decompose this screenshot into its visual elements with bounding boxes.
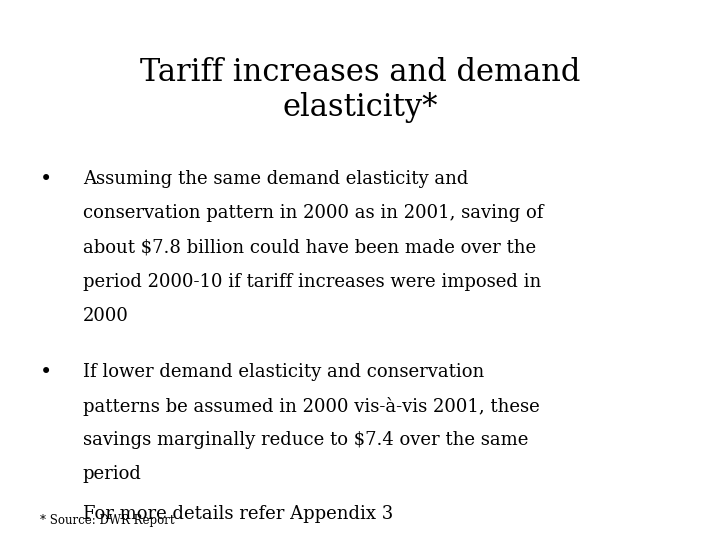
Text: conservation pattern in 2000 as in 2001, saving of: conservation pattern in 2000 as in 2001,… [83,204,543,222]
Text: savings marginally reduce to $7.4 over the same: savings marginally reduce to $7.4 over t… [83,431,528,449]
Text: Tariff increases and demand: Tariff increases and demand [140,57,580,87]
Text: If lower demand elasticity and conservation: If lower demand elasticity and conservat… [83,363,484,381]
Text: elasticity*: elasticity* [282,92,438,123]
Text: period: period [83,465,142,483]
Text: 2000: 2000 [83,307,129,325]
Text: patterns be assumed in 2000 vis-à-vis 2001, these: patterns be assumed in 2000 vis-à-vis 20… [83,397,539,416]
Text: Assuming the same demand elasticity and: Assuming the same demand elasticity and [83,170,468,188]
Text: For more details refer Appendix 3: For more details refer Appendix 3 [83,505,393,523]
Text: •: • [40,170,52,189]
Text: •: • [40,363,52,382]
Text: * Source: DWR Report: * Source: DWR Report [40,514,174,527]
Text: about $7.8 billion could have been made over the: about $7.8 billion could have been made … [83,239,536,256]
Text: period 2000-10 if tariff increases were imposed in: period 2000-10 if tariff increases were … [83,273,541,291]
